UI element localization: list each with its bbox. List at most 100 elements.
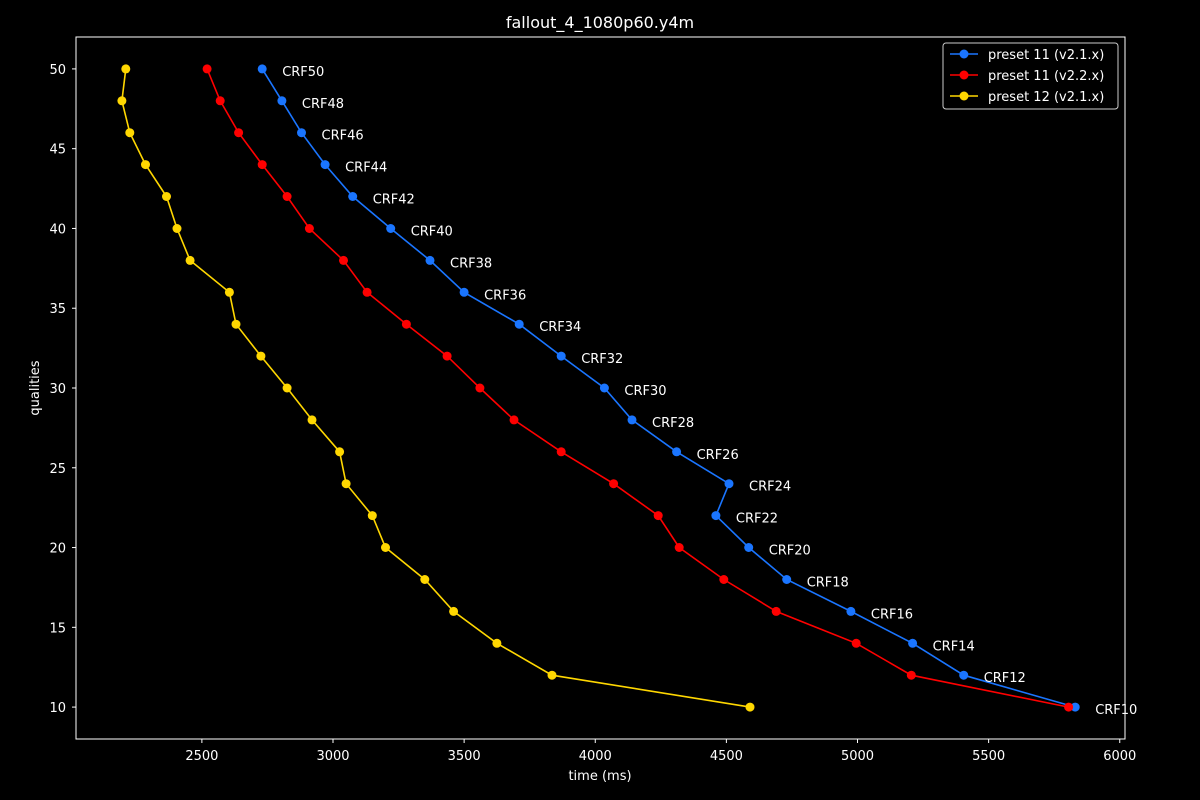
data-point [556, 447, 566, 457]
data-point [782, 575, 792, 584]
legend-label: preset 11 (v2.1.x) [988, 48, 1104, 63]
series-layer [117, 64, 1080, 712]
data-point [172, 224, 182, 233]
data-point [121, 64, 131, 74]
crf-annotation: CRF22 [736, 512, 778, 527]
crf-annotation: CRF40 [411, 225, 453, 240]
data-point [381, 543, 390, 552]
crf-annotation: CRF14 [933, 639, 975, 654]
data-point [475, 383, 485, 393]
data-point [257, 160, 267, 170]
crf-annotation: CRF46 [322, 129, 364, 144]
crf-annotation: CRF26 [697, 448, 739, 463]
data-point [425, 255, 435, 265]
data-point [556, 351, 566, 361]
data-point [339, 255, 348, 265]
data-point [906, 670, 916, 680]
x-tick-label: 3000 [316, 749, 349, 764]
chart-title: fallout_4_1080p60.y4m [506, 13, 694, 33]
data-point [304, 224, 314, 233]
data-point [1070, 702, 1080, 712]
data-point [627, 415, 637, 425]
data-point [851, 638, 861, 648]
data-point [449, 606, 459, 616]
legend-marker [959, 91, 969, 101]
data-point [257, 64, 267, 74]
data-point [125, 128, 135, 138]
data-point [674, 543, 684, 552]
crf-annotation: CRF30 [624, 384, 666, 399]
data-point [141, 160, 150, 170]
y-tick-label: 10 [49, 701, 66, 716]
legend-label: preset 12 (v2.1.x) [988, 90, 1104, 105]
y-tick-label: 15 [49, 621, 66, 636]
series-3 [117, 64, 755, 712]
legend-marker [959, 70, 969, 80]
x-tick-label: 5000 [841, 749, 874, 764]
legend-label: preset 11 (v2.2.x) [988, 69, 1104, 84]
crf-annotation: CRF24 [749, 480, 791, 495]
data-point [420, 575, 430, 584]
y-axis: 10 15 20 25 30 35 40 45 50 [49, 63, 76, 716]
data-point [224, 287, 234, 297]
crf-annotation: CRF16 [871, 607, 913, 622]
data-point [282, 192, 292, 201]
y-tick-label: 40 [49, 222, 66, 237]
data-point [185, 255, 195, 265]
data-point [1064, 702, 1074, 712]
data-point [282, 383, 292, 393]
data-point [711, 511, 721, 521]
data-point [348, 192, 358, 201]
data-point [599, 383, 609, 393]
data-point [162, 192, 171, 201]
crf-annotation: CRF34 [539, 320, 581, 335]
y-axis-label: qualities [28, 360, 43, 415]
data-point [367, 511, 377, 521]
y-tick-label: 30 [49, 382, 66, 397]
crf-annotation: CRF38 [450, 256, 492, 271]
crf-annotation: CRF50 [282, 65, 324, 80]
x-tick-label: 3500 [448, 749, 481, 764]
x-axis: 2500 3000 3500 4000 4500 5000 5500 6000 [185, 739, 1136, 764]
legend-marker [959, 49, 969, 59]
data-point [341, 479, 351, 489]
data-point [724, 479, 734, 489]
crf-annotation: CRF48 [302, 97, 344, 112]
data-point [908, 638, 918, 648]
data-point [335, 447, 345, 457]
crf-annotation: CRF28 [652, 416, 694, 431]
x-tick-label: 6000 [1103, 749, 1136, 764]
data-point [320, 160, 330, 170]
crf-annotation: CRF18 [807, 576, 849, 591]
data-point [307, 415, 317, 425]
data-point [202, 64, 212, 74]
data-point [846, 606, 856, 616]
data-point [297, 128, 306, 138]
data-point [442, 351, 452, 361]
y-tick-label: 50 [49, 63, 66, 78]
data-point [492, 638, 502, 648]
x-tick-label: 4500 [710, 749, 743, 764]
data-point [459, 287, 469, 297]
crf-annotation: CRF32 [581, 352, 623, 367]
data-point [653, 511, 663, 521]
data-point [514, 319, 524, 329]
data-point [386, 224, 396, 233]
y-tick-label: 20 [49, 542, 66, 557]
crf-annotation: CRF10 [1095, 703, 1137, 718]
x-tick-label: 2500 [185, 749, 218, 764]
data-point [744, 543, 754, 552]
data-point [256, 351, 266, 361]
crf-annotation: CRF20 [769, 544, 811, 559]
data-point [234, 128, 244, 138]
series-1 [257, 64, 1080, 712]
x-axis-label: time (ms) [568, 769, 631, 784]
data-point [362, 287, 372, 297]
x-tick-label: 4000 [579, 749, 612, 764]
data-point [745, 702, 755, 712]
crf-annotation: CRF44 [345, 161, 387, 176]
data-point [401, 319, 411, 329]
data-point [959, 670, 969, 680]
